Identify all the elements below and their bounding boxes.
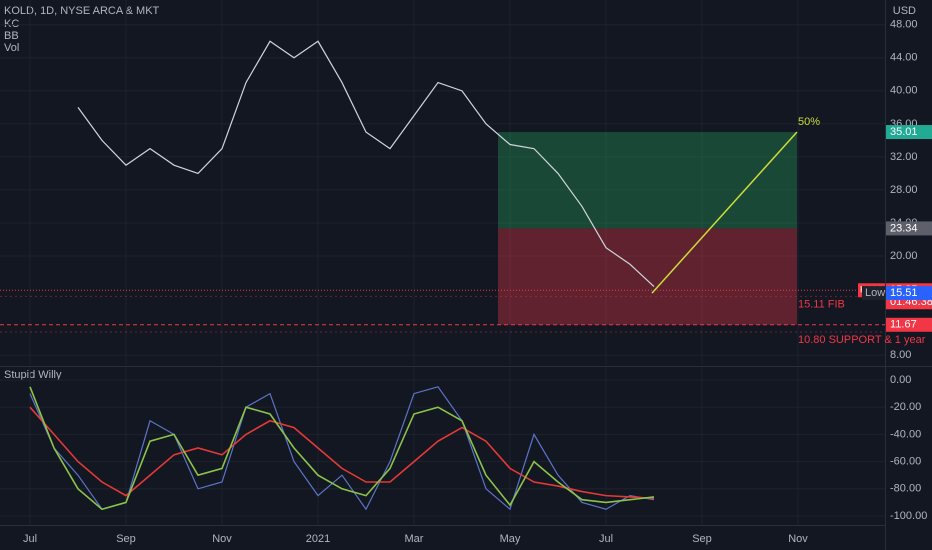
- y-tick-label: -40.00: [890, 428, 921, 440]
- entry-badge: [886, 221, 932, 236]
- y-tick-label: 40.00: [890, 85, 918, 97]
- series-line: [29, 386, 655, 511]
- stop-badge: [886, 317, 932, 332]
- x-tick-label: Mar: [405, 533, 424, 545]
- series-line: [29, 406, 655, 500]
- y-tick-label: 48.00: [890, 19, 918, 31]
- low-badge: [886, 286, 932, 301]
- currency: USD: [893, 5, 916, 17]
- target-badge-text: 35.01: [890, 126, 918, 138]
- low-label-bg: [862, 286, 885, 301]
- x-tick-label: Nov: [788, 533, 808, 545]
- x-tick-label: Sep: [692, 533, 712, 545]
- trend-line: [651, 131, 798, 294]
- indicator: KC: [4, 18, 19, 30]
- y-tick-label: 0.00: [890, 374, 911, 386]
- x-tick-label: May: [500, 533, 521, 545]
- x-tick-label: Nov: [212, 533, 232, 545]
- x-tick-label: Sep: [116, 533, 136, 545]
- target-badge: [886, 125, 932, 140]
- y-tick-label: 8.00: [890, 349, 911, 361]
- series-line: [29, 386, 655, 511]
- indicator: BB: [4, 30, 19, 42]
- low-label: Low: [865, 287, 885, 299]
- series-line: [77, 40, 655, 287]
- y-tick-label: -100.00: [890, 510, 927, 522]
- pane-title: Stupid Willy: [4, 369, 62, 381]
- indicator: Vol: [4, 42, 19, 54]
- y-tick-label: 28.00: [890, 184, 918, 196]
- symbol: KOLD, 1D, NYSE ARCA & MKT: [4, 5, 160, 17]
- y-tick-label: 20.00: [890, 250, 918, 262]
- y-tick-label: -80.00: [890, 483, 921, 495]
- y-tick-label: -60.00: [890, 456, 921, 468]
- y-tick-label: 44.00: [890, 52, 918, 64]
- profit-zone: [498, 132, 797, 229]
- loss-zone: [498, 228, 797, 325]
- low-badge-text: 15.51: [890, 287, 918, 299]
- target-label: 50%: [798, 116, 820, 128]
- x-tick-label: 2021: [306, 533, 330, 545]
- x-tick-label: Jul: [23, 533, 37, 545]
- annotation: 15.11 FIB: [798, 298, 845, 310]
- y-tick-label: -20.00: [890, 401, 921, 413]
- x-tick-label: Jul: [599, 533, 613, 545]
- annotation: 10.80 SUPPORT & 1 year: [798, 334, 926, 346]
- entry-badge-text: 23.34: [890, 222, 918, 234]
- y-tick-label: 32.00: [890, 151, 918, 163]
- stop-badge-text: 11.67: [890, 319, 917, 331]
